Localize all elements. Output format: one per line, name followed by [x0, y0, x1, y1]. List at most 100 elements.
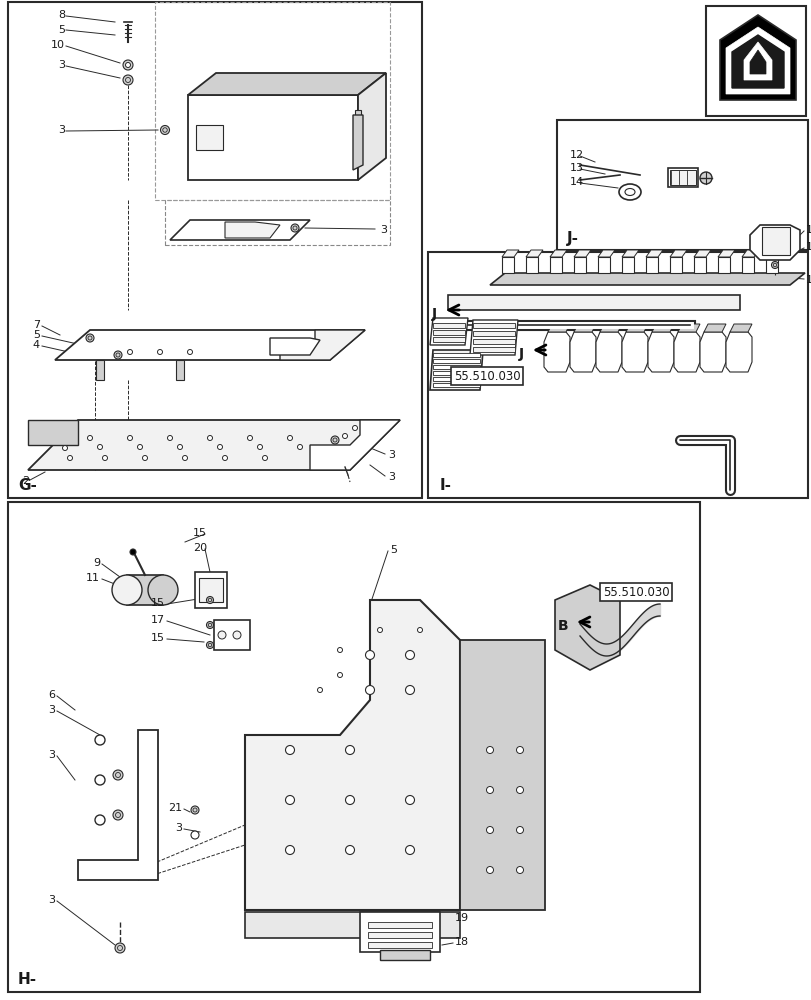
- Bar: [473, 347, 514, 352]
- Circle shape: [114, 351, 122, 359]
- Polygon shape: [741, 250, 758, 257]
- Circle shape: [148, 575, 178, 605]
- Text: 17: 17: [151, 615, 165, 625]
- Text: 3: 3: [48, 895, 55, 905]
- Polygon shape: [543, 332, 569, 372]
- Circle shape: [405, 845, 414, 854]
- Circle shape: [102, 456, 107, 460]
- Text: 1: 1: [805, 225, 811, 235]
- Bar: [432, 383, 479, 387]
- Bar: [432, 377, 479, 381]
- Circle shape: [405, 686, 414, 694]
- Bar: [354, 150, 361, 165]
- Bar: [705, 6, 805, 116]
- Text: 15: 15: [151, 598, 165, 608]
- Bar: [427, 252, 807, 498]
- Polygon shape: [430, 318, 467, 345]
- Polygon shape: [359, 912, 440, 952]
- Text: 6: 6: [48, 690, 55, 700]
- Circle shape: [67, 456, 72, 460]
- Circle shape: [162, 128, 167, 132]
- Polygon shape: [554, 585, 620, 670]
- Polygon shape: [188, 73, 385, 95]
- Polygon shape: [573, 250, 590, 257]
- Polygon shape: [430, 350, 483, 390]
- Polygon shape: [245, 912, 460, 938]
- Text: 3: 3: [58, 60, 65, 70]
- Polygon shape: [55, 330, 365, 360]
- Bar: [214, 620, 250, 650]
- Bar: [367, 922, 431, 928]
- Polygon shape: [245, 600, 460, 910]
- Polygon shape: [677, 324, 699, 332]
- Circle shape: [95, 735, 105, 745]
- Circle shape: [182, 456, 187, 460]
- Circle shape: [345, 745, 354, 754]
- Polygon shape: [673, 332, 699, 372]
- Circle shape: [62, 446, 67, 450]
- Circle shape: [95, 815, 105, 825]
- Circle shape: [486, 746, 493, 754]
- Circle shape: [516, 786, 523, 793]
- Circle shape: [345, 845, 354, 854]
- Circle shape: [337, 648, 342, 652]
- Circle shape: [191, 831, 199, 839]
- Circle shape: [187, 350, 192, 355]
- Polygon shape: [719, 15, 795, 100]
- Bar: [354, 130, 361, 145]
- Polygon shape: [526, 250, 543, 257]
- Text: 5: 5: [389, 545, 397, 555]
- Circle shape: [206, 596, 213, 603]
- Text: 13: 13: [569, 163, 583, 173]
- Circle shape: [161, 126, 169, 135]
- Bar: [473, 339, 514, 344]
- Polygon shape: [353, 115, 363, 170]
- Bar: [188, 95, 358, 180]
- Circle shape: [247, 436, 252, 440]
- Polygon shape: [621, 332, 647, 372]
- Circle shape: [516, 866, 523, 874]
- Text: 8: 8: [58, 10, 65, 20]
- Text: 15: 15: [151, 633, 165, 643]
- Bar: [432, 371, 479, 375]
- Text: 3: 3: [388, 472, 394, 482]
- Bar: [199, 578, 223, 602]
- Polygon shape: [169, 220, 310, 240]
- Circle shape: [337, 672, 342, 678]
- Circle shape: [405, 650, 414, 660]
- Circle shape: [137, 444, 142, 450]
- Text: 16: 16: [805, 242, 811, 252]
- Bar: [195, 572, 227, 608]
- Circle shape: [113, 770, 122, 780]
- Bar: [432, 337, 465, 342]
- Text: 4: 4: [32, 340, 40, 350]
- Bar: [367, 932, 431, 938]
- Bar: [621, 257, 633, 273]
- Bar: [597, 257, 609, 273]
- Circle shape: [157, 350, 162, 355]
- Polygon shape: [669, 250, 686, 257]
- Bar: [96, 360, 104, 380]
- Circle shape: [122, 60, 133, 70]
- Circle shape: [142, 456, 148, 460]
- Text: 15: 15: [193, 528, 207, 538]
- Bar: [432, 323, 465, 328]
- Circle shape: [208, 643, 212, 647]
- Circle shape: [88, 336, 92, 340]
- Text: 15: 15: [805, 275, 811, 285]
- Text: 3: 3: [48, 750, 55, 760]
- Circle shape: [206, 642, 213, 648]
- Circle shape: [262, 456, 267, 460]
- Circle shape: [127, 436, 132, 440]
- Polygon shape: [358, 73, 385, 180]
- Circle shape: [377, 628, 382, 632]
- Text: 14: 14: [569, 177, 583, 187]
- Text: 3: 3: [380, 225, 387, 235]
- Bar: [741, 257, 753, 273]
- Polygon shape: [380, 950, 430, 960]
- Circle shape: [206, 621, 213, 628]
- Polygon shape: [547, 324, 569, 332]
- Circle shape: [331, 436, 338, 444]
- Circle shape: [333, 438, 337, 442]
- Bar: [165, 200, 389, 245]
